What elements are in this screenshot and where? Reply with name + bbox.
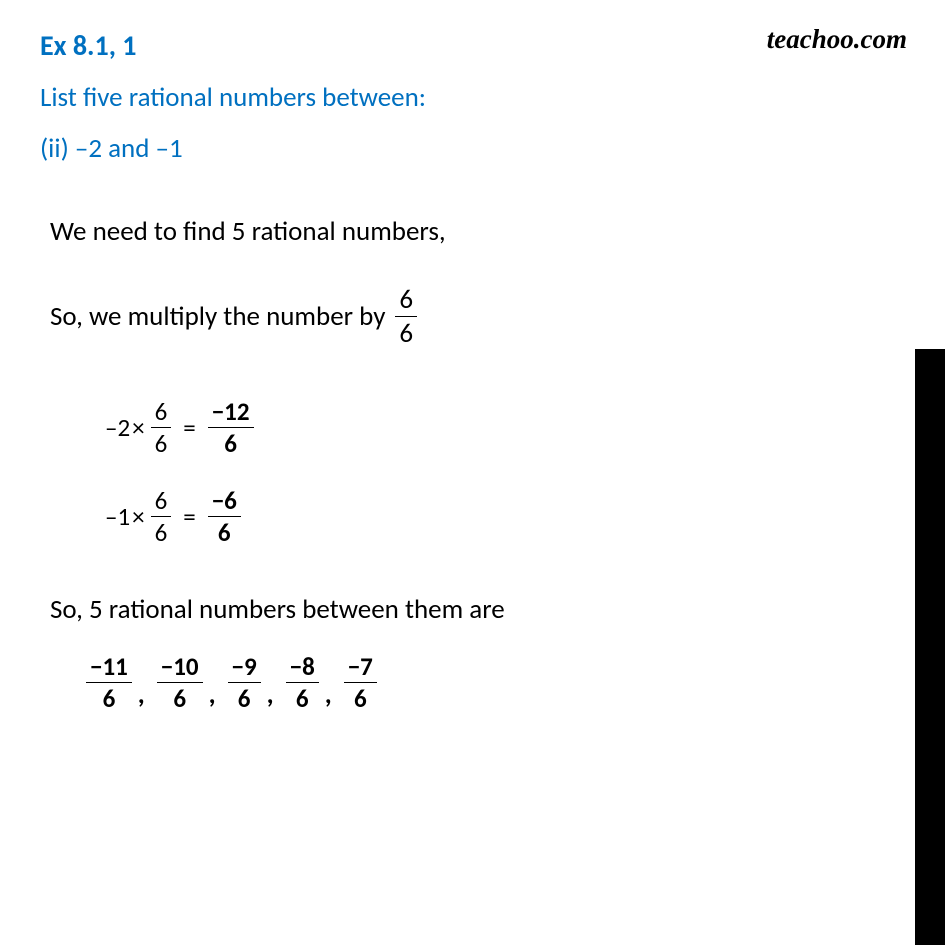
frac-denominator: 6 [99,683,120,711]
exercise-number: Ex 8.1, 1 [40,28,875,63]
answer-frac-5: −7 6 [344,654,377,711]
frac-numerator: −8 [286,654,319,683]
answer-frac-1: −11 6 [86,654,132,711]
eq2-frac1: 6 6 [151,488,172,545]
eq2-equals: = [183,501,195,532]
eq1-op: × [132,412,144,443]
right-sidebar [915,349,945,945]
equation-2: –1 × 6 6 = −6 6 [105,488,875,545]
frac-numerator: −9 [228,654,261,683]
frac-numerator: −12 [208,399,254,428]
comma: , [138,678,145,711]
frac-denominator: 6 [350,683,371,711]
eq1-result: −12 6 [208,399,254,456]
frac-denominator: 6 [395,317,417,347]
answer-list: −11 6 , −10 6 , −9 6 , −8 6 , −7 6 [80,654,875,711]
frac-numerator: −10 [157,654,203,683]
comma: , [325,678,332,711]
frac-denominator: 6 [220,428,241,456]
frac-denominator: 6 [151,517,172,545]
solution-line-2-text: So, we multiply the number by [50,300,385,333]
eq1-frac1: 6 6 [151,399,172,456]
eq2-lhs: –1 [105,501,130,532]
frac-denominator: 6 [151,428,172,456]
content-area: Ex 8.1, 1 List five rational numbers bet… [0,0,915,751]
comma: , [267,678,274,711]
frac-denominator: 6 [169,683,190,711]
comma: , [209,678,216,711]
solution-line-2: So, we multiply the number by 6 6 [50,286,875,347]
equation-block: –2 × 6 6 = −12 6 –1 × 6 6 = −6 6 [105,399,875,545]
multiplier-fraction: 6 6 [395,286,417,347]
solution-line-1: We need to find 5 rational numbers, [50,215,875,248]
frac-numerator: −7 [344,654,377,683]
watermark: teachoo.com [767,24,907,55]
eq1-equals: = [183,412,195,443]
frac-denominator: 6 [292,683,313,711]
question-part: (ii) –2 and –1 [40,132,875,165]
conclusion-text: So, 5 rational numbers between them are [50,593,875,626]
eq2-op: × [132,501,144,532]
answer-frac-2: −10 6 [157,654,203,711]
equation-1: –2 × 6 6 = −12 6 [105,399,875,456]
answer-frac-3: −9 6 [228,654,261,711]
frac-numerator: −6 [208,488,241,517]
frac-denominator: 6 [234,683,255,711]
frac-numerator: 6 [151,488,172,517]
frac-numerator: 6 [395,286,417,317]
frac-numerator: −11 [86,654,132,683]
eq2-result: −6 6 [208,488,241,545]
question-prompt: List five rational numbers between: [40,81,875,114]
frac-denominator: 6 [214,517,235,545]
answer-frac-4: −8 6 [286,654,319,711]
frac-numerator: 6 [151,399,172,428]
eq1-lhs: –2 [105,412,130,443]
